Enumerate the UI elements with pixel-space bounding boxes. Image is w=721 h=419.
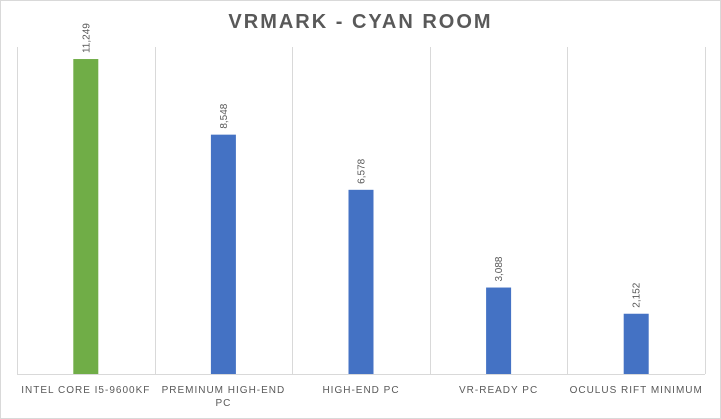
bar xyxy=(73,59,99,374)
bar xyxy=(486,287,512,374)
bar xyxy=(210,134,236,374)
category-label: HIGH-END PC xyxy=(322,385,399,396)
bar xyxy=(623,313,649,374)
category-label: OCULUS RIFT MINIMUM xyxy=(570,385,703,396)
data-label: 3,088 xyxy=(494,256,505,281)
category-label: PC xyxy=(215,398,231,409)
data-label: 2,152 xyxy=(632,282,643,307)
chart-title: VRMARK - CYAN ROOM xyxy=(228,11,493,33)
category-label: PREMINUM HIGH-END xyxy=(162,385,286,396)
data-label: 6,578 xyxy=(357,158,368,183)
bar xyxy=(348,189,374,374)
category-label: VR-READY PC xyxy=(459,385,538,396)
category-label: INTEL CORE I5-9600KF xyxy=(21,385,150,396)
data-label: 11,249 xyxy=(81,23,92,53)
data-label: 8,548 xyxy=(219,103,230,128)
